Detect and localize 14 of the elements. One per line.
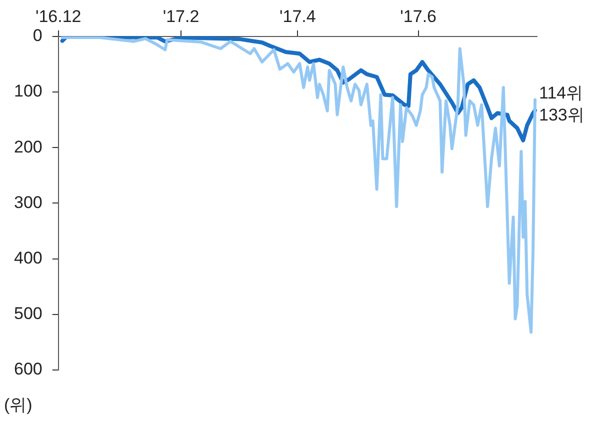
- y-tick-label: 300: [14, 192, 42, 212]
- x-tick-label: '16.12: [35, 6, 82, 26]
- y-tick-label: 200: [14, 137, 42, 156]
- y-tick-label: 500: [14, 304, 42, 324]
- y-tick-label: 0: [32, 26, 42, 46]
- y-tick-label: 400: [14, 248, 42, 268]
- y-axis-title: (위): [4, 396, 32, 415]
- x-tick-label: '17.4: [280, 6, 316, 26]
- y-tick-label: 600: [14, 360, 42, 379]
- y-tick-label: 100: [14, 82, 42, 101]
- annotation: 133위: [539, 105, 584, 124]
- x-tick-label: '17.6: [400, 6, 436, 26]
- x-tick-label: '17.2: [162, 6, 200, 26]
- annotation: 114위: [539, 83, 584, 102]
